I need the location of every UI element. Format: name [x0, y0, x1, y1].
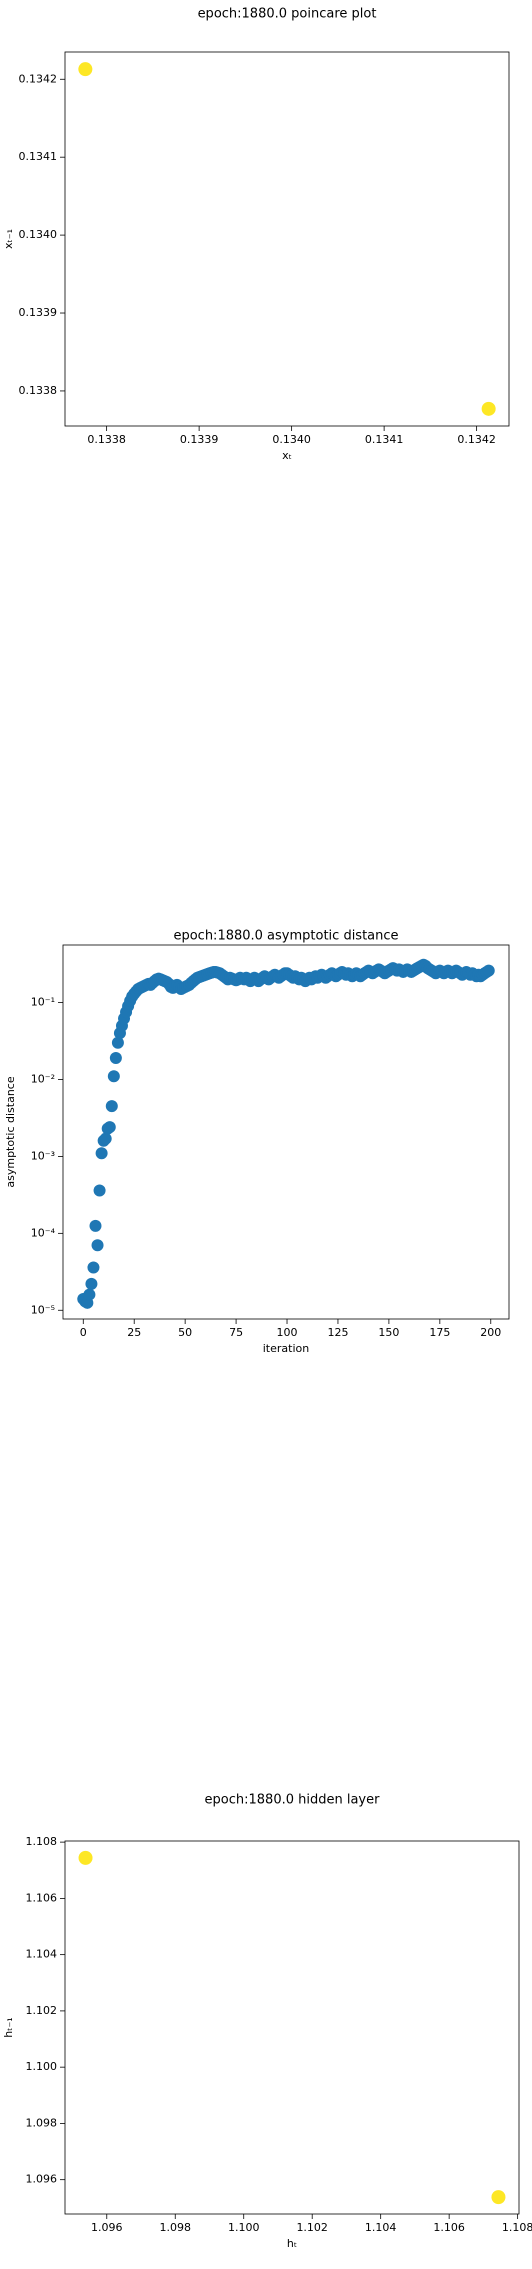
point: [95, 1147, 108, 1160]
y-tick-label: 1.096: [26, 2173, 58, 2186]
y-tick-label: 1.100: [26, 2060, 58, 2073]
x-tick-label: 1.106: [433, 2221, 465, 2234]
point: [481, 401, 496, 416]
y-tick-label: 1.108: [26, 1835, 58, 1848]
x-tick-label: 1.100: [228, 2221, 260, 2234]
x-axis-label: iteration: [263, 1342, 309, 1355]
point: [93, 1184, 106, 1197]
y-tick-label: 10⁻⁴: [31, 1226, 56, 1239]
plot-frame: [64, 1840, 520, 2215]
x-axis-label: hₜ: [287, 2237, 297, 2250]
plot-frame: [62, 944, 510, 1320]
x-tick-label: 1.102: [296, 2221, 328, 2234]
point: [85, 1277, 98, 1290]
point: [111, 1036, 124, 1049]
y-tick-label: 10⁻³: [31, 1149, 55, 1162]
point: [99, 1132, 112, 1145]
point: [109, 1052, 122, 1065]
plot-frame: [64, 51, 510, 427]
y-axis-label: xₜ₋₁: [2, 229, 15, 249]
chart-title: epoch:1880.0 hidden layer: [205, 1793, 381, 1808]
y-tick-label: 10⁻¹: [31, 996, 55, 1009]
point: [103, 1121, 116, 1134]
x-tick-label: 50: [178, 1326, 192, 1339]
point: [491, 2190, 506, 2205]
x-tick-label: 25: [127, 1326, 141, 1339]
y-tick-label: 10⁻²: [31, 1072, 55, 1085]
y-tick-label: 1.106: [26, 1891, 58, 1904]
x-tick-label: 1.104: [365, 2221, 397, 2234]
y-tick-label: 0.1339: [19, 306, 58, 319]
point: [105, 1100, 118, 1113]
y-axis-label: hₜ₋₁: [2, 2017, 15, 2037]
point: [87, 1261, 100, 1274]
x-tick-label: 175: [429, 1326, 450, 1339]
y-axis-label: asymptotic distance: [4, 1076, 17, 1187]
x-tick-label: 0.1339: [180, 433, 219, 446]
y-tick-label: 1.104: [26, 1948, 58, 1961]
point: [83, 1288, 96, 1301]
x-tick-label: 100: [277, 1326, 298, 1339]
x-tick-label: 125: [327, 1326, 348, 1339]
x-tick-label: 0: [80, 1326, 87, 1339]
point: [89, 1219, 102, 1232]
x-tick-label: 0.1342: [457, 433, 496, 446]
x-tick-label: 200: [480, 1326, 501, 1339]
y-tick-label: 0.1342: [19, 72, 58, 85]
y-tick-label: 0.1341: [19, 150, 58, 163]
point: [78, 1850, 93, 1865]
x-tick-label: 0.1341: [365, 433, 404, 446]
y-tick-label: 1.102: [26, 2004, 58, 2017]
x-tick-label: 150: [378, 1326, 399, 1339]
x-tick-label: 75: [229, 1326, 243, 1339]
y-tick-label: 1.098: [26, 2116, 58, 2129]
x-axis-label: xₜ: [282, 449, 292, 462]
point: [78, 62, 93, 77]
y-tick-label: 10⁻⁵: [31, 1303, 55, 1316]
point: [91, 1239, 104, 1252]
point: [482, 964, 495, 977]
x-tick-label: 1.108: [502, 2221, 532, 2234]
chart-title: epoch:1880.0 poincare plot: [198, 7, 377, 22]
y-tick-label: 0.1340: [19, 228, 58, 241]
x-tick-label: 1.096: [91, 2221, 123, 2234]
x-tick-label: 1.098: [159, 2221, 191, 2234]
y-tick-label: 0.1338: [19, 384, 58, 397]
point: [107, 1070, 120, 1083]
x-tick-label: 0.1340: [272, 433, 311, 446]
chart-title: epoch:1880.0 asymptotic distance: [173, 929, 398, 944]
x-tick-label: 0.1338: [87, 433, 126, 446]
